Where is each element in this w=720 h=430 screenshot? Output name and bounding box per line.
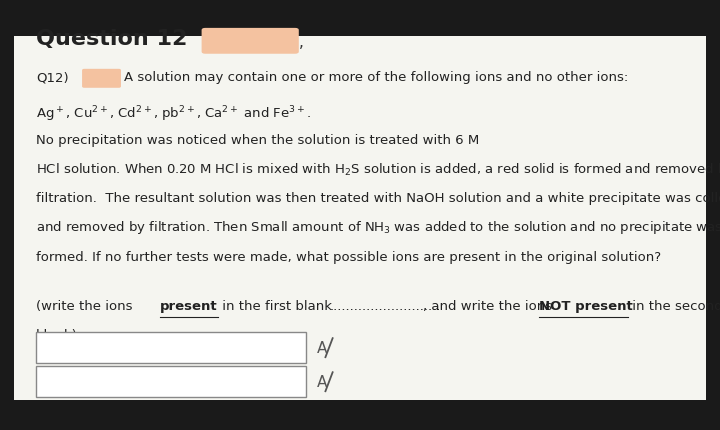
Text: No precipitation was noticed when the solution is treated with 6 M: No precipitation was noticed when the so…: [36, 133, 480, 146]
Text: HCl solution. When 0.20 M HCl is mixed with H$_2$S solution is added, a red soli: HCl solution. When 0.20 M HCl is mixed w…: [36, 160, 720, 178]
Text: Q12): Q12): [36, 71, 68, 84]
Text: in the first blank: in the first blank: [218, 299, 332, 312]
Text: Ag$^+$, Cu$^{2+}$, Cd$^{2+}$, pb$^{2+}$, Ca$^{2+}$ and Fe$^{3+}$.: Ag$^+$, Cu$^{2+}$, Cd$^{2+}$, pb$^{2+}$,…: [36, 104, 311, 124]
Text: A solution may contain one or more of the following ions and no other ions:: A solution may contain one or more of th…: [124, 71, 628, 84]
Text: Question 12: Question 12: [36, 29, 187, 49]
FancyBboxPatch shape: [82, 70, 121, 89]
Text: (write the ions: (write the ions: [36, 299, 137, 312]
Text: ,: ,: [299, 35, 304, 49]
Text: NOT present: NOT present: [539, 299, 632, 312]
Text: ...........................: ...........................: [330, 299, 441, 312]
Text: and removed by filtration. Then Small amount of NH$_3$ was added to the solution: and removed by filtration. Then Small am…: [36, 219, 720, 236]
Text: present: present: [160, 299, 217, 312]
Text: filtration.  The resultant solution was then treated with NaOH solution and a wh: filtration. The resultant solution was t…: [36, 192, 720, 205]
Text: formed. If no further tests were made, what possible ions are present in the ori: formed. If no further tests were made, w…: [36, 250, 661, 263]
FancyBboxPatch shape: [36, 366, 306, 397]
Text: blank): blank): [36, 328, 78, 341]
Text: A: A: [317, 341, 327, 355]
Text: in the second: in the second: [628, 299, 720, 312]
FancyBboxPatch shape: [202, 29, 299, 55]
Text: A: A: [317, 375, 327, 389]
Text: , and write the ions: , and write the ions: [423, 299, 557, 312]
FancyBboxPatch shape: [36, 332, 306, 363]
Bar: [14, 37, 706, 400]
